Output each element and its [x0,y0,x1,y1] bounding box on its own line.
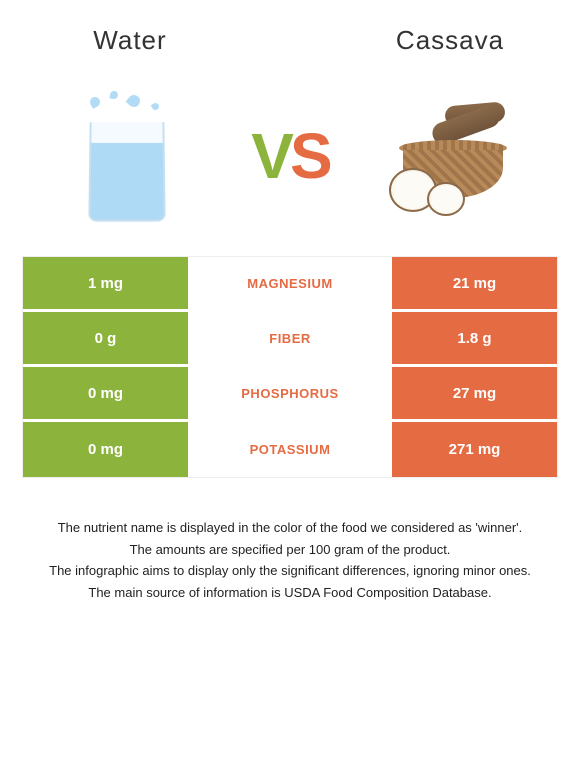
cell-left: 0 mg [23,367,188,419]
vs-label: VS [251,119,328,193]
table-row: 0 mgPhosphorus27 mg [23,367,557,422]
footnote-line: The nutrient name is displayed in the co… [30,518,550,538]
table-row: 0 mgPotassium271 mg [23,422,557,477]
footnote-line: The amounts are specified per 100 gram o… [30,540,550,560]
cell-nutrient: Potassium [188,422,392,477]
vs-v: V [251,119,290,193]
header: Water Cassava [0,0,580,66]
footnote-line: The main source of information is USDA F… [30,583,550,603]
cell-left: 0 mg [23,422,188,477]
cell-right: 271 mg [392,422,557,477]
cell-nutrient: Magnesium [188,257,392,309]
cassava-image [383,86,523,226]
cell-right: 27 mg [392,367,557,419]
cell-nutrient: Fiber [188,312,392,364]
cell-left: 1 mg [23,257,188,309]
comparison-table: 1 mgMagnesium21 mg0 gFiber1.8 g0 mgPhosp… [22,256,558,478]
table-row: 1 mgMagnesium21 mg [23,257,557,312]
cell-left: 0 g [23,312,188,364]
vs-s: S [290,119,329,193]
vs-section: VS [0,66,580,256]
cell-right: 1.8 g [392,312,557,364]
food-title-left: Water [30,25,230,56]
table-row: 0 gFiber1.8 g [23,312,557,367]
cell-right: 21 mg [392,257,557,309]
footnote-line: The infographic aims to display only the… [30,561,550,581]
infographic: Water Cassava VS [0,0,580,602]
footnotes: The nutrient name is displayed in the co… [30,518,550,602]
water-image [57,86,197,226]
cell-nutrient: Phosphorus [188,367,392,419]
food-title-right: Cassava [350,25,550,56]
